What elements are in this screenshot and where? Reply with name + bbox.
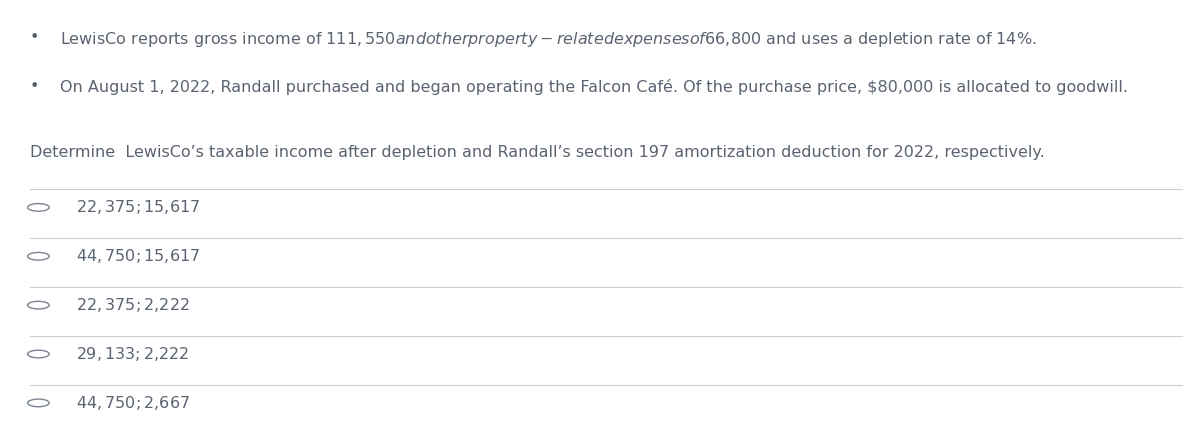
Text: $29,133; $2,222: $29,133; $2,222 [76, 345, 190, 363]
Text: Determine  LewisCo’s taxable income after depletion and Randall’s section 197 am: Determine LewisCo’s taxable income after… [30, 144, 1045, 159]
Text: $22,375; $15,617: $22,375; $15,617 [76, 198, 199, 216]
Text: •: • [30, 30, 40, 45]
Text: •: • [30, 79, 40, 94]
Text: $22,375; $2,222: $22,375; $2,222 [76, 296, 190, 314]
Text: $44,750; $15,617: $44,750; $15,617 [76, 247, 199, 265]
Text: $44,750; $2,667: $44,750; $2,667 [76, 394, 190, 412]
Text: LewisCo reports gross income of $111,550 and other property-related expenses of : LewisCo reports gross income of $111,550… [60, 30, 1037, 49]
Text: On August 1, 2022, Randall purchased and began operating the Falcon Café. Of the: On August 1, 2022, Randall purchased and… [60, 79, 1128, 95]
